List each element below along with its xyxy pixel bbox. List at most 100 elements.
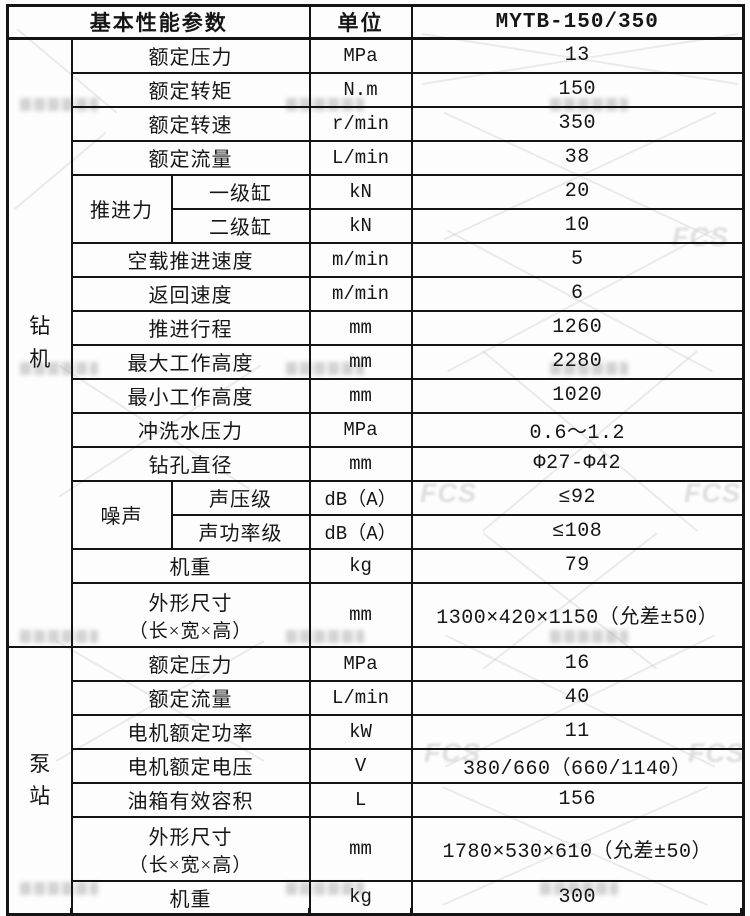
value-cell: ≤92 — [410, 479, 745, 516]
table-row: 电机额定电压 V 380/660（660/1140） — [8, 747, 745, 784]
param-cell: 机重 — [70, 879, 311, 916]
unit-cell: L/min — [308, 139, 413, 176]
table-row: 机重 kg 300 — [8, 879, 745, 916]
value-cell: 6 — [410, 275, 745, 312]
param-group-cell: 推进力 — [70, 173, 173, 244]
spec-table: 基本性能参数 单位 MYTB-150/350 钻机 额定压力 MPa 13 额定… — [6, 4, 746, 916]
value-cell: 2280 — [410, 343, 745, 380]
table-row: 电机额定功率 kW 11 — [8, 713, 745, 750]
param-cell: 声功率级 — [170, 513, 311, 550]
table-row: 空载推进速度 m/min 5 — [8, 241, 745, 278]
param-cell: 推进行程 — [70, 309, 311, 346]
value-cell: 1020 — [410, 377, 745, 414]
param-cell: 油箱有效容积 — [70, 781, 311, 818]
table-row: 最大工作高度 mm 2280 — [8, 343, 745, 380]
unit-cell: mm — [308, 581, 413, 648]
value-cell: 300 — [410, 879, 745, 916]
header-model-label: MYTB-150/350 — [410, 4, 745, 40]
param-cell: 额定压力 — [70, 645, 311, 682]
value-cell: 350 — [410, 105, 745, 142]
unit-cell: kg — [308, 547, 413, 584]
value-cell: 10 — [410, 207, 745, 244]
value-cell: 1300×420×1150（允差±50） — [410, 581, 745, 648]
param-cell: 额定转矩 — [70, 71, 311, 108]
table-row: 推进力 一级缸 kN 20 — [8, 173, 745, 244]
table-row: 机重 kg 79 — [8, 547, 745, 584]
unit-cell: mm — [308, 343, 413, 380]
unit-cell: dB（A） — [308, 479, 413, 516]
unit-cell: kN — [308, 173, 413, 210]
param-cell: 返回速度 — [70, 275, 311, 312]
param-cell: 外形尺寸 （长×宽×高） — [70, 815, 311, 882]
param-cell: 电机额定电压 — [70, 747, 311, 784]
table-row: 额定流量 L/min 38 — [8, 139, 745, 176]
table-row: 二级缸 kN 10 — [8, 207, 745, 244]
param-cell: 机重 — [70, 547, 311, 584]
param-cell: 钻孔直径 — [70, 445, 311, 482]
table-edge-stub — [308, 908, 310, 914]
unit-cell: kg — [308, 879, 413, 916]
table-row: 钻孔直径 mm Φ27-Φ42 — [8, 445, 745, 482]
value-cell: 20 — [410, 173, 745, 210]
param-line2: （长×宽×高） — [128, 854, 253, 876]
table-row: 额定转矩 N.m 150 — [8, 71, 745, 108]
unit-cell: N.m — [308, 71, 413, 108]
header-unit-label: 单位 — [308, 4, 413, 40]
table-edge-stub — [410, 908, 412, 914]
value-cell: 150 — [410, 71, 745, 108]
param-cell: 一级缸 — [170, 173, 311, 210]
value-cell: 0.6～1.2 — [410, 411, 745, 448]
table-edge-stub — [7, 908, 9, 914]
unit-cell: V — [308, 747, 413, 784]
param-cell: 额定流量 — [70, 139, 311, 176]
table-row: 泵站 额定压力 MPa 16 — [6, 645, 745, 916]
table-row: 额定转速 r/min 350 — [8, 105, 745, 142]
param-cell: 二级缸 — [170, 207, 311, 244]
param-group-cell: 噪声 — [70, 479, 173, 550]
unit-cell: L/min — [308, 679, 413, 716]
table-row: 声功率级 dB（A） ≤108 — [8, 513, 745, 550]
table-row: 冲洗水压力 MPa 0.6～1.2 — [8, 411, 745, 448]
param-cell: 外形尺寸 （长×宽×高） — [70, 581, 311, 648]
param-cell: 最小工作高度 — [70, 377, 311, 414]
unit-cell: MPa — [308, 411, 413, 448]
unit-cell: m/min — [308, 241, 413, 278]
param-cell: 声压级 — [170, 479, 311, 516]
param-line1: 外形尺寸 — [148, 826, 233, 849]
value-cell: 1260 — [410, 309, 745, 346]
value-cell: Φ27-Φ42 — [410, 445, 745, 482]
unit-cell: kN — [308, 207, 413, 244]
value-cell: 11 — [410, 713, 745, 750]
table-edge-stub — [740, 908, 742, 914]
table-row: 外形尺寸 （长×宽×高） mm 1300×420×1150（允差±50） — [8, 581, 745, 648]
unit-cell: m/min — [308, 275, 413, 312]
header-params-label: 基本性能参数 — [6, 4, 311, 40]
unit-cell: mm — [308, 815, 413, 882]
table-row: 额定流量 L/min 40 — [8, 679, 745, 716]
param-cell: 最大工作高度 — [70, 343, 311, 380]
unit-cell: L — [308, 781, 413, 818]
param-cell: 额定流量 — [70, 679, 311, 716]
value-cell: 1780×530×610（允差±50） — [410, 815, 745, 882]
param-cell: 空载推进速度 — [70, 241, 311, 278]
value-cell: 79 — [410, 547, 745, 584]
param-line2: （长×宽×高） — [128, 620, 253, 642]
table-edge-stub — [70, 908, 72, 914]
unit-cell: r/min — [308, 105, 413, 142]
table-row: 返回速度 m/min 6 — [8, 275, 745, 312]
unit-cell: kW — [308, 713, 413, 750]
unit-cell: mm — [308, 445, 413, 482]
unit-cell: mm — [308, 309, 413, 346]
param-cell: 冲洗水压力 — [70, 411, 311, 448]
param-cell: 额定转速 — [70, 105, 311, 142]
param-cell: 电机额定功率 — [70, 713, 311, 750]
unit-cell: MPa — [308, 645, 413, 682]
value-cell: ≤108 — [410, 513, 745, 550]
value-cell: 38 — [410, 139, 745, 176]
table-header-row: 基本性能参数 单位 MYTB-150/350 — [6, 4, 745, 40]
value-cell: 156 — [410, 781, 745, 818]
value-cell: 13 — [410, 37, 745, 74]
value-cell: 16 — [410, 645, 745, 682]
unit-cell: mm — [308, 377, 413, 414]
